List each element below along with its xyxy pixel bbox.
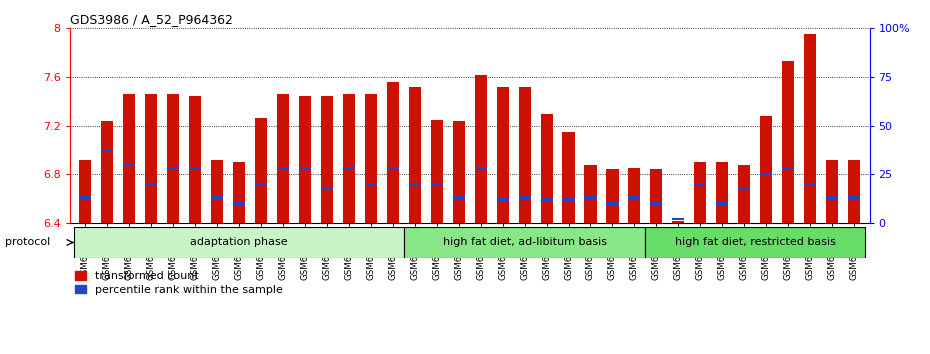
Bar (123, 163, 135, 166)
Bar (408, 183, 420, 185)
Bar (848, 160, 860, 223)
Bar (519, 87, 531, 223)
Bar (645, 227, 865, 258)
Bar (804, 183, 817, 185)
Bar (387, 167, 399, 170)
Bar (738, 165, 751, 223)
Bar (255, 118, 267, 223)
Bar (101, 121, 113, 223)
Bar (474, 75, 486, 223)
Bar (606, 170, 618, 223)
Bar (848, 196, 860, 199)
Bar (716, 202, 728, 205)
Text: high fat diet, ad-libitum basis: high fat diet, ad-libitum basis (443, 238, 606, 247)
Bar (584, 165, 596, 223)
Bar (629, 196, 641, 199)
Bar (321, 187, 333, 189)
Bar (826, 196, 838, 199)
Bar (716, 162, 728, 223)
Bar (695, 162, 707, 223)
Bar (629, 168, 641, 223)
Bar (695, 183, 707, 185)
Bar (167, 94, 179, 223)
Bar (232, 202, 245, 205)
Bar (738, 187, 751, 189)
Bar (606, 202, 618, 205)
Bar (321, 97, 333, 223)
Bar (497, 198, 509, 201)
Text: high fat diet, restricted basis: high fat diet, restricted basis (675, 238, 836, 247)
Bar (672, 218, 684, 221)
Bar (782, 167, 794, 170)
Bar (123, 94, 135, 223)
Bar (255, 183, 267, 185)
Bar (167, 167, 179, 170)
Legend: transformed count, percentile rank within the sample: transformed count, percentile rank withi… (75, 271, 283, 295)
Bar (343, 167, 355, 170)
Bar (497, 87, 509, 223)
Bar (74, 227, 404, 258)
Bar (453, 121, 465, 223)
Bar (782, 61, 794, 223)
Bar (563, 198, 575, 201)
Bar (101, 150, 113, 152)
Bar (387, 82, 399, 223)
Bar (563, 132, 575, 223)
Bar (211, 160, 223, 223)
Bar (232, 162, 245, 223)
Bar (760, 173, 772, 176)
Text: GDS3986 / A_52_P964362: GDS3986 / A_52_P964362 (70, 13, 232, 26)
Bar (453, 196, 465, 199)
Bar (474, 167, 486, 170)
Bar (299, 97, 311, 223)
Bar (540, 198, 552, 201)
Text: adaptation phase: adaptation phase (190, 238, 287, 247)
Bar (145, 183, 157, 185)
Bar (804, 34, 817, 223)
Bar (519, 196, 531, 199)
Bar (431, 120, 443, 223)
Bar (650, 170, 662, 223)
Bar (365, 94, 377, 223)
Bar (189, 167, 201, 170)
Bar (431, 183, 443, 185)
Bar (79, 160, 91, 223)
Bar (408, 87, 420, 223)
Bar (650, 202, 662, 205)
Bar (826, 160, 838, 223)
Text: protocol: protocol (5, 238, 50, 247)
Bar (540, 114, 552, 223)
Bar (277, 167, 289, 170)
Bar (277, 94, 289, 223)
Bar (584, 196, 596, 199)
Bar (404, 227, 645, 258)
Bar (145, 94, 157, 223)
Bar (760, 116, 772, 223)
Bar (365, 183, 377, 185)
Bar (211, 196, 223, 199)
Bar (299, 167, 311, 170)
Bar (672, 221, 684, 223)
Bar (343, 94, 355, 223)
Bar (189, 97, 201, 223)
Bar (79, 196, 91, 199)
